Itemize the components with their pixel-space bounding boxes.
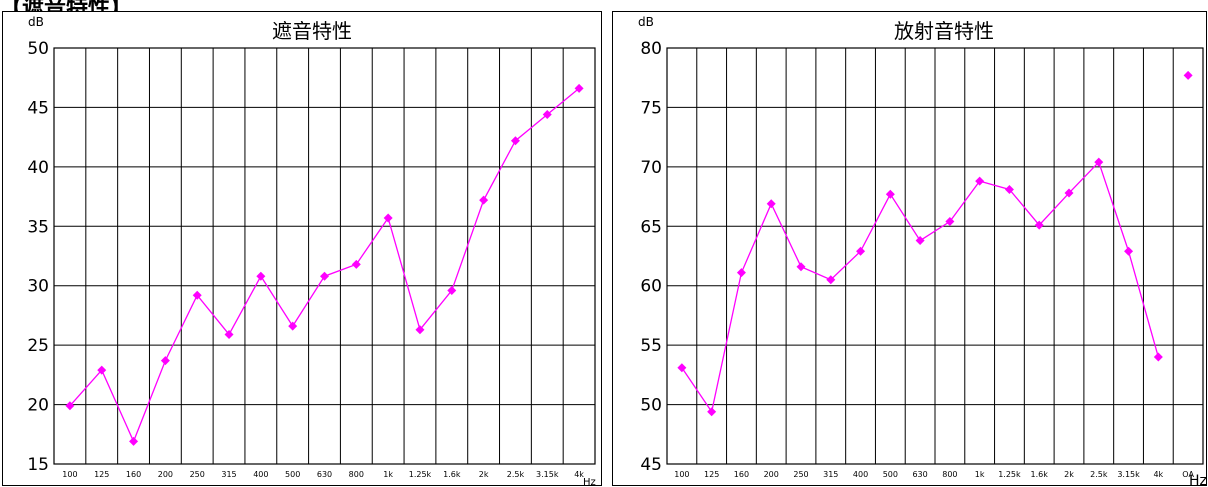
- x-tick-label: 400: [853, 470, 868, 479]
- x-tick-label: 4k: [574, 470, 584, 479]
- x-tick-label: 4k: [1153, 470, 1163, 479]
- data-point-marker: [1183, 70, 1193, 80]
- x-tick-label: 1.6k: [1031, 470, 1049, 479]
- x-tick-label: 2.5k: [507, 470, 525, 479]
- radiated-sound-chart-panel: 80 75 70 65 60 55 50 45 100 125 160 200 250 315 400 500…: [612, 11, 1207, 487]
- data-point-marker: [826, 275, 836, 285]
- data-point-marker: [1064, 188, 1074, 198]
- x-tick-label: 500: [285, 470, 300, 479]
- data-point-marker: [479, 195, 489, 205]
- x-tick-label: 1k: [975, 470, 985, 479]
- x-tick-label: 400: [253, 470, 268, 479]
- x-tick-label: 125: [94, 470, 109, 479]
- y-tick-label: 20: [27, 396, 49, 416]
- x-tick-label: 160: [126, 470, 141, 479]
- x-tick-label: 250: [190, 470, 205, 479]
- x-tick-label: 1.25k: [409, 470, 432, 479]
- data-point-marker: [383, 213, 393, 223]
- y-tick-label: 30: [27, 277, 49, 297]
- y-axis-label: dB: [28, 15, 44, 29]
- data-point-marker: [224, 329, 234, 339]
- x-tick-label: 1k: [383, 470, 393, 479]
- y-tick-label: 45: [640, 455, 662, 475]
- sound-insulation-chart-panel: 50 45 40 35 30 25 20 15 100 125 160 200 250 315 400 500…: [2, 11, 602, 487]
- x-tick-label: OA: [1182, 470, 1194, 479]
- y-tick-label: 25: [27, 336, 49, 356]
- x-tick-label: 100: [674, 470, 689, 479]
- y-tick-label: 75: [640, 98, 662, 118]
- x-axis-label: Hz: [1189, 473, 1207, 487]
- y-tick-label: 55: [640, 336, 662, 356]
- data-point-marker: [796, 262, 806, 272]
- data-point-marker: [736, 268, 746, 278]
- x-tick-label: 1.25k: [998, 470, 1021, 479]
- x-tick-label: 800: [942, 470, 957, 479]
- x-tick-label: 800: [349, 470, 364, 479]
- plot-frame: [53, 47, 596, 465]
- data-point-marker: [915, 236, 925, 246]
- data-point-marker: [1004, 184, 1014, 194]
- y-tick-label: 35: [27, 217, 49, 237]
- x-tick-label: 630: [912, 470, 927, 479]
- x-tick-label: 100: [62, 470, 77, 479]
- data-point-marker: [510, 136, 520, 146]
- data-point-marker: [707, 407, 717, 417]
- x-tick-label: 3.15k: [1117, 470, 1140, 479]
- x-tick-label: 200: [158, 470, 173, 479]
- series-line: [69, 87, 580, 444]
- data-point-marker: [351, 259, 361, 269]
- y-tick-label: 50: [640, 396, 662, 416]
- data-point-marker: [885, 189, 895, 199]
- radiated-sound-chart: 80 75 70 65 60 55 50 45 100 125 160 200 250 315 400 500…: [638, 15, 1207, 487]
- data-point-marker: [975, 176, 985, 186]
- x-tick-label: 1.6k: [443, 470, 461, 479]
- y-tick-label: 40: [27, 158, 49, 178]
- x-tick-label: 630: [317, 470, 332, 479]
- sound-insulation-chart: 50 45 40 35 30 25 20 15 100 125 160 200 250 315 400 500…: [27, 15, 596, 487]
- y-axis-label: dB: [638, 15, 654, 29]
- x-tick-label: 160: [734, 470, 749, 479]
- y-tick-label: 80: [640, 39, 662, 59]
- data-point-marker: [677, 363, 687, 373]
- data-point-marker: [160, 356, 170, 366]
- data-point-marker: [447, 285, 457, 295]
- data-point-marker: [574, 83, 584, 93]
- data-point-marker: [1034, 220, 1044, 230]
- x-tick-label: 250: [793, 470, 808, 479]
- series-line: [681, 160, 1159, 414]
- y-tick-label: 15: [27, 455, 49, 475]
- chart-title: 放射音特性: [894, 19, 994, 43]
- x-tick-label: 315: [823, 470, 838, 479]
- data-point-marker: [766, 199, 776, 209]
- data-point-marker: [192, 290, 202, 300]
- data-point-marker: [65, 401, 75, 411]
- data-point-marker: [97, 365, 107, 375]
- data-point-marker: [945, 217, 955, 227]
- x-tick-label: 200: [764, 470, 779, 479]
- data-point-marker: [320, 271, 329, 281]
- data-point-marker: [542, 110, 552, 120]
- x-tick-label: 500: [883, 470, 898, 479]
- data-point-marker: [856, 246, 866, 256]
- x-tick-label: 2k: [479, 470, 489, 479]
- data-point-marker: [129, 436, 139, 446]
- x-tick-label: 3.15k: [536, 470, 559, 479]
- y-tick-label: 65: [640, 217, 662, 237]
- y-tick-label: 70: [640, 158, 662, 178]
- x-tick-label: 315: [221, 470, 236, 479]
- x-tick-label: 2k: [1064, 470, 1074, 479]
- data-point-marker: [288, 321, 298, 331]
- y-tick-label: 45: [27, 98, 49, 118]
- data-point-marker: [1094, 157, 1104, 167]
- x-axis-label: Hz: [583, 477, 596, 487]
- data-point-marker: [1153, 352, 1163, 362]
- x-tick-label: 2.5k: [1090, 470, 1108, 479]
- x-tick-label: 125: [704, 470, 719, 479]
- data-point-marker: [415, 325, 425, 335]
- data-point-marker: [256, 271, 266, 281]
- y-tick-label: 60: [640, 277, 662, 297]
- chart-title: 遮音特性: [272, 19, 352, 43]
- y-tick-label: 50: [27, 39, 49, 59]
- data-point-marker: [1124, 246, 1134, 256]
